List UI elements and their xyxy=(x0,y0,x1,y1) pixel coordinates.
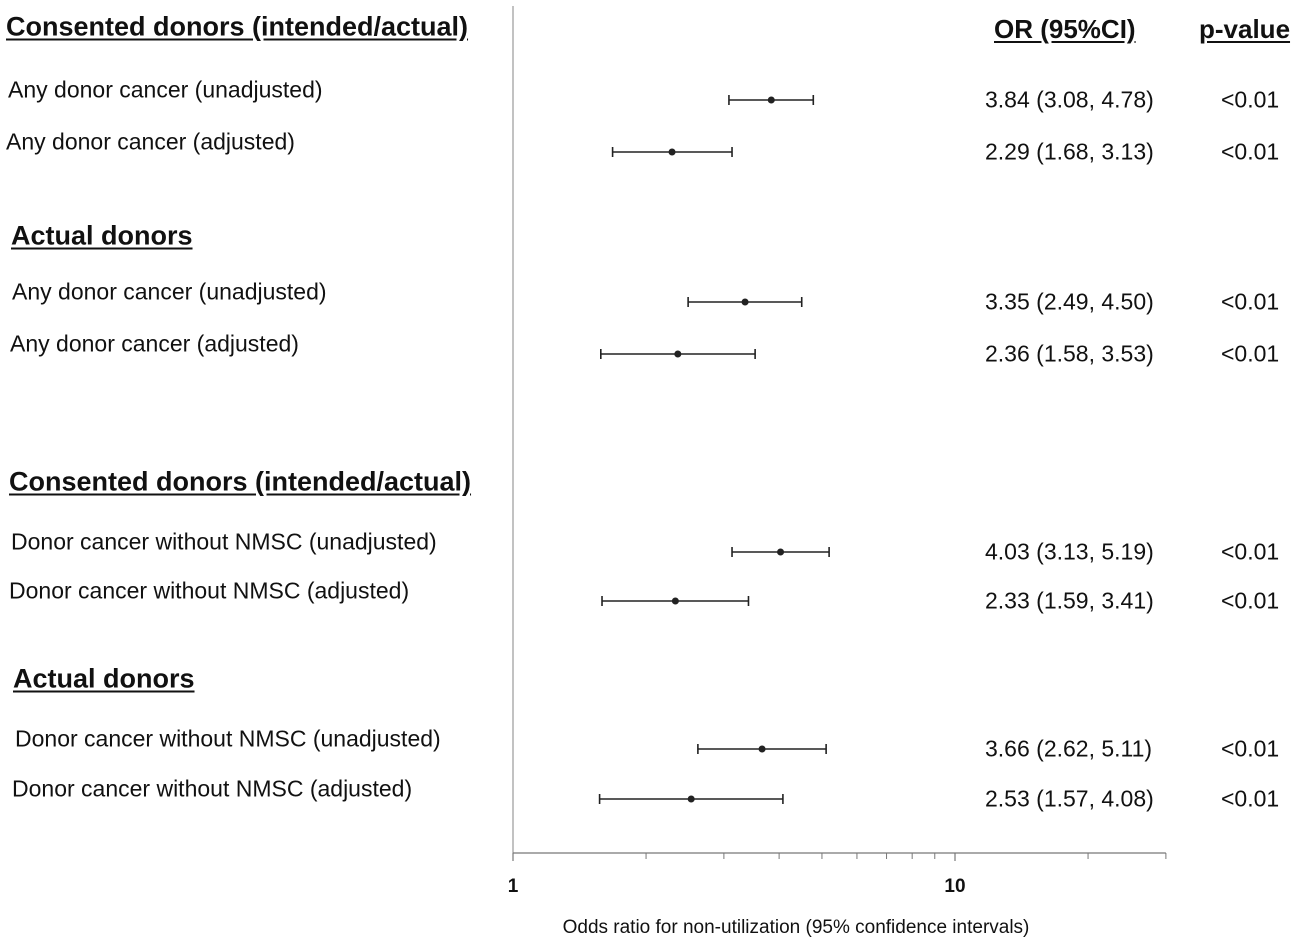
or-point xyxy=(777,548,785,556)
p-value: <0.01 xyxy=(1221,538,1280,565)
p-value: <0.01 xyxy=(1221,785,1280,812)
or-point xyxy=(687,795,695,803)
x-axis-label: Odds ratio for non-utilization (95% conf… xyxy=(563,917,1030,938)
p-value: <0.01 xyxy=(1221,735,1280,762)
x-tick-label: 1 xyxy=(508,876,519,897)
row-label: Any donor cancer (adjusted) xyxy=(6,128,295,155)
or-point xyxy=(674,350,682,358)
row-label: Donor cancer without NMSC (unadjusted) xyxy=(11,528,437,555)
or-point xyxy=(671,597,679,605)
or-point xyxy=(741,298,749,306)
x-tick-label: 10 xyxy=(944,876,965,897)
or-point xyxy=(758,745,766,753)
row-label: Donor cancer without NMSC (unadjusted) xyxy=(15,725,441,752)
p-value: <0.01 xyxy=(1221,86,1280,113)
p-value-column-header: p-value xyxy=(1199,14,1291,44)
or-column-header: OR (95%CI) xyxy=(994,14,1136,44)
or-value: 3.35 (2.49, 4.50) xyxy=(985,288,1154,315)
or-value: 2.33 (1.59, 3.41) xyxy=(985,587,1154,614)
or-value: 2.36 (1.58, 3.53) xyxy=(985,340,1154,367)
or-value: 3.66 (2.62, 5.11) xyxy=(985,735,1153,762)
row-label: Donor cancer without NMSC (adjusted) xyxy=(12,775,413,802)
section-title: Actual donors xyxy=(13,663,195,694)
or-value: 4.03 (3.13, 5.19) xyxy=(985,538,1154,565)
p-value: <0.01 xyxy=(1221,587,1280,614)
row-label: Any donor cancer (adjusted) xyxy=(10,330,299,357)
p-value: <0.01 xyxy=(1221,138,1280,165)
section-title: Actual donors xyxy=(11,220,193,251)
section-title: Consented donors (intended/actual) xyxy=(9,466,472,497)
row-label: Any donor cancer (unadjusted) xyxy=(12,278,327,305)
row-label: Donor cancer without NMSC (adjusted) xyxy=(9,577,410,604)
p-value: <0.01 xyxy=(1221,340,1280,367)
or-value: 2.29 (1.68, 3.13) xyxy=(985,138,1154,165)
p-value: <0.01 xyxy=(1221,288,1280,315)
section-title: Consented donors (intended/actual) xyxy=(6,11,469,42)
row-label: Any donor cancer (unadjusted) xyxy=(8,76,323,103)
or-point xyxy=(767,96,775,104)
or-value: 2.53 (1.57, 4.08) xyxy=(985,785,1154,812)
or-point xyxy=(668,148,676,156)
or-value: 3.84 (3.08, 4.78) xyxy=(985,86,1154,113)
